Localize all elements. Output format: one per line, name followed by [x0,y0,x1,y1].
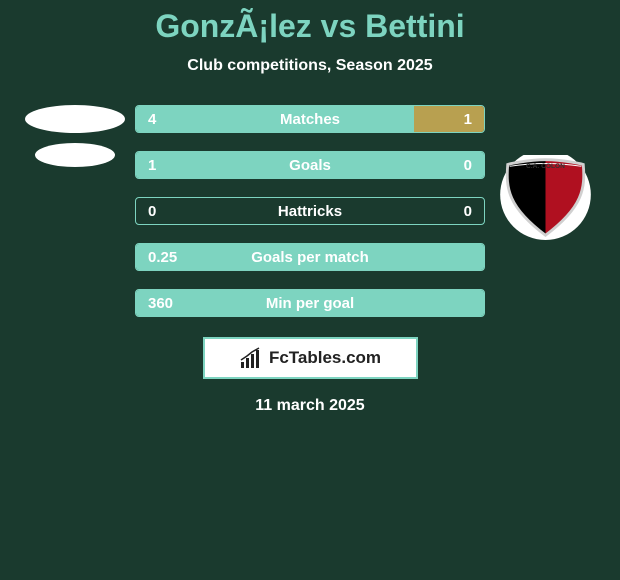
brand-box[interactable]: FcTables.com [203,337,418,379]
stat-row-goals: 1 Goals 0 [135,151,485,179]
stat-value-right: 0 [464,203,472,220]
stat-row-min-per-goal: 360 Min per goal [135,289,485,317]
date-text: 11 march 2025 [0,397,620,415]
stat-label: Matches [136,111,484,128]
player-right-badge: C.A. COLON [495,105,595,185]
stat-label: Goals [136,157,484,174]
stat-label: Goals per match [136,249,484,266]
stats-bars: 4 Matches 1 1 Goals 0 0 Hattricks 0 [135,105,485,317]
player-left-badge [25,105,125,185]
stat-label: Min per goal [136,295,484,312]
stat-row-goals-per-match: 0.25 Goals per match [135,243,485,271]
subtitle: Club competitions, Season 2025 [0,57,620,75]
team-badge: C.A. COLON [498,155,593,240]
main-container: GonzÃ¡lez vs Bettini Club competitions, … [0,0,620,415]
stat-value-right: 0 [464,157,472,174]
stat-value-right: 1 [464,111,472,128]
svg-text:C.A. COLON: C.A. COLON [526,163,565,170]
player-left-ellipse-2 [35,143,115,167]
page-title: GonzÃ¡lez vs Bettini [0,8,620,45]
chart-icon [239,346,263,370]
stat-label: Hattricks [136,203,484,220]
stat-row-hattricks: 0 Hattricks 0 [135,197,485,225]
player-left-ellipse-1 [25,105,125,133]
stats-area: 4 Matches 1 1 Goals 0 0 Hattricks 0 [0,105,620,317]
shield-icon: C.A. COLON [498,155,593,240]
brand-text: FcTables.com [269,348,381,368]
stat-row-matches: 4 Matches 1 [135,105,485,133]
